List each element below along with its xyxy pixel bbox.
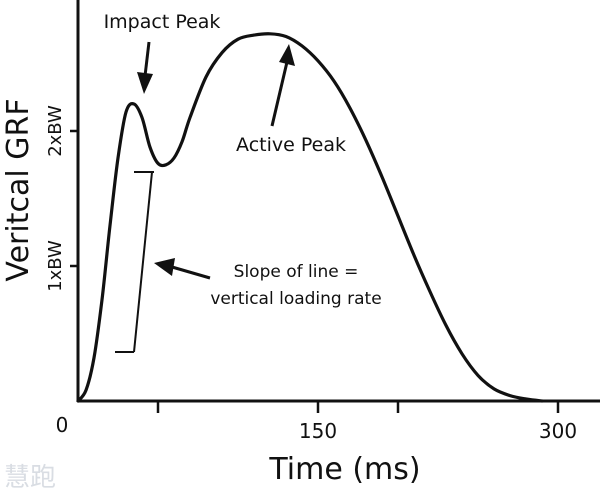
loading-rate-bracket bbox=[115, 171, 154, 353]
loading-rate-label-line1: Slope of line = bbox=[234, 262, 359, 282]
watermark-text: 慧跑 bbox=[4, 463, 56, 491]
y-tick-label: 2xBW bbox=[45, 105, 66, 157]
series-line bbox=[76, 32, 544, 403]
impact-peak-label: Impact Peak bbox=[104, 11, 221, 33]
impact-peak-arrow bbox=[137, 41, 153, 94]
active-peak-arrow bbox=[270, 44, 295, 127]
active-peak-label: Active Peak bbox=[236, 134, 346, 156]
x-tick-label: 300 bbox=[539, 419, 577, 443]
loading-rate-label-line2: vertical loading rate bbox=[210, 289, 381, 309]
x-origin-label: 0 bbox=[56, 413, 69, 437]
x-axis-title: Time (ms) bbox=[268, 452, 420, 487]
y-tick-label: 1xBW bbox=[45, 240, 66, 292]
y-axis-title: Veritcal GRF bbox=[1, 98, 36, 281]
x-tick-label: 150 bbox=[299, 419, 337, 443]
loading-rate-arrow bbox=[154, 258, 211, 280]
